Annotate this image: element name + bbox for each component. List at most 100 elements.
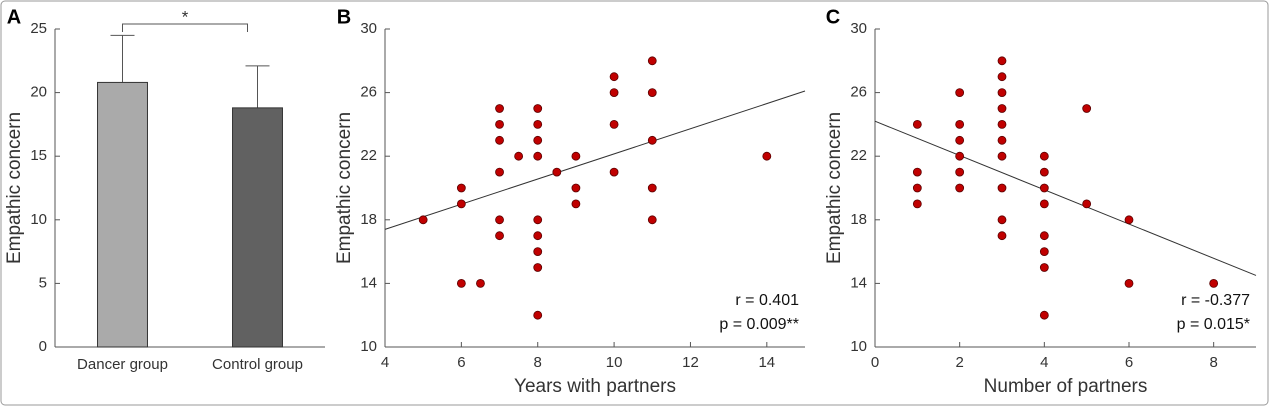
point — [514, 151, 524, 161]
y-tick-label: 14 — [360, 274, 377, 291]
y-tick-label: 20 — [30, 84, 47, 101]
point — [997, 88, 1007, 97]
x-tick-label: Dancer group — [77, 356, 168, 373]
significance-bracket — [122, 23, 248, 32]
point — [955, 151, 965, 161]
point — [456, 278, 466, 288]
y-tick-label: 25 — [30, 20, 47, 37]
point — [533, 215, 543, 225]
x-axis-label: Number of partners — [984, 376, 1148, 397]
fit-line — [874, 120, 1257, 276]
point — [1039, 231, 1049, 241]
point — [997, 231, 1007, 241]
x-tick-label: 0 — [871, 354, 879, 371]
point — [1039, 310, 1049, 320]
point — [912, 120, 922, 129]
point — [609, 120, 619, 129]
point — [495, 135, 504, 145]
x-tick-label: 4 — [381, 354, 389, 371]
x-tick-label: Control group — [212, 356, 303, 373]
panel-label: A — [7, 6, 21, 28]
point — [647, 135, 657, 145]
point — [1082, 199, 1092, 209]
y-tick-label: 26 — [850, 84, 867, 101]
y-tick-label: 22 — [850, 147, 867, 164]
point — [533, 135, 543, 145]
point — [997, 135, 1007, 145]
stat-annotation: p = 0.015* — [1177, 316, 1250, 333]
point — [955, 88, 965, 97]
panel-label: C — [826, 6, 840, 28]
point — [1124, 278, 1134, 288]
point — [1039, 183, 1049, 193]
y-tick-label: 10 — [850, 338, 867, 355]
point — [609, 167, 619, 177]
y-axis-label: Empathic concern — [824, 112, 845, 264]
point — [1039, 247, 1049, 257]
point — [476, 278, 485, 288]
point — [495, 231, 504, 241]
point — [571, 199, 581, 209]
point — [647, 183, 657, 193]
point — [418, 215, 428, 225]
significance-label: * — [182, 7, 189, 26]
x-tick-label: 8 — [534, 354, 542, 371]
panel-label: B — [337, 6, 351, 28]
point — [456, 199, 466, 209]
point — [456, 183, 466, 193]
x-tick-label: 2 — [955, 354, 963, 371]
stat-annotation: r = 0.401 — [735, 292, 799, 309]
y-tick-label: 18 — [850, 211, 867, 228]
point — [1039, 263, 1049, 272]
fit-line — [384, 90, 806, 230]
x-tick-label: 10 — [606, 354, 623, 371]
point — [955, 167, 965, 177]
point — [495, 215, 504, 225]
x-tick-label: 6 — [1125, 354, 1133, 371]
point — [571, 183, 581, 193]
point — [609, 72, 619, 82]
stat-annotation: r = -0.377 — [1181, 292, 1250, 309]
y-axis-label: Empathic concern — [334, 112, 355, 264]
y-tick-label: 5 — [39, 274, 47, 291]
point — [533, 310, 543, 320]
point — [647, 88, 657, 97]
point — [495, 104, 504, 113]
point — [997, 104, 1007, 113]
y-tick-label: 15 — [30, 147, 47, 164]
y-tick-label: 10 — [30, 211, 47, 228]
point — [533, 120, 543, 129]
point — [647, 215, 657, 225]
point — [495, 120, 504, 129]
point — [997, 215, 1007, 225]
point — [912, 199, 922, 209]
point — [997, 56, 1007, 66]
y-tick-label: 22 — [360, 147, 377, 164]
point — [955, 120, 965, 129]
point — [912, 167, 922, 177]
point — [1039, 151, 1049, 161]
x-tick-label: 14 — [758, 354, 775, 371]
stat-annotation: p = 0.009** — [719, 316, 799, 333]
point — [997, 72, 1007, 82]
x-axis-label: Years with partners — [514, 376, 676, 397]
y-tick-label: 18 — [360, 211, 377, 228]
y-tick-label: 30 — [850, 20, 867, 37]
point — [1039, 167, 1049, 177]
point — [533, 247, 543, 257]
y-tick-label: 0 — [39, 338, 47, 355]
x-tick-label: 6 — [457, 354, 465, 371]
point — [997, 183, 1007, 193]
point — [533, 263, 543, 272]
x-tick-label: 12 — [682, 354, 699, 371]
y-tick-label: 14 — [850, 274, 867, 291]
y-tick-label: 26 — [360, 84, 377, 101]
point — [533, 104, 543, 113]
x-tick-label: 8 — [1209, 354, 1217, 371]
point — [571, 151, 581, 161]
point — [1082, 104, 1092, 113]
point — [647, 56, 657, 66]
point — [955, 183, 965, 193]
